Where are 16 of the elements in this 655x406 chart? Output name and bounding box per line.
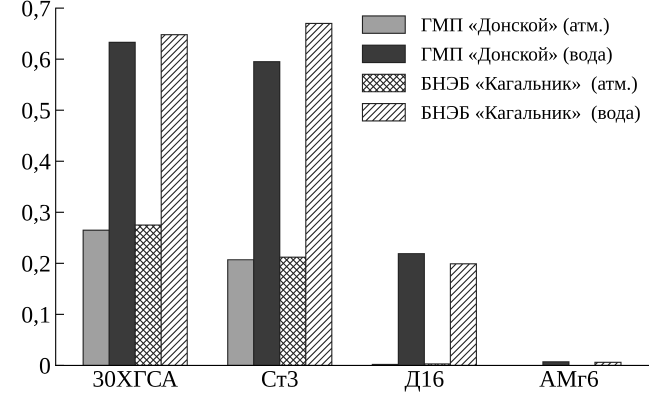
y-tick-label: 0,2 — [22, 256, 50, 276]
x-tick-label: Д16 — [404, 371, 444, 392]
legend-label: ГМП «Донской» (атм.) — [421, 18, 609, 36]
x-tick-label: Ст3 — [262, 371, 298, 387]
y-tick-label: 0,6 — [22, 52, 50, 71]
y-tick-label: 0,4 — [22, 154, 50, 174]
y-tick-label: 0,1 — [22, 306, 50, 326]
x-tick-label: 30ХГСА — [94, 370, 178, 387]
legend-label: БНЭБ «Кагальник» (вода) — [421, 105, 640, 124]
y-tick-label: 0,3 — [22, 204, 50, 224]
y-tick-label: 0 — [40, 358, 50, 374]
y-tick-label: 0,5 — [22, 102, 50, 122]
legend-label: ГМП «Донской» (вода) — [421, 46, 612, 65]
x-tick-label: АМг6 — [539, 371, 598, 387]
y-tick-label: 0,7 — [22, 0, 50, 20]
legend-label: БНЭБ «Кагальник» (атм.) — [421, 76, 637, 94]
